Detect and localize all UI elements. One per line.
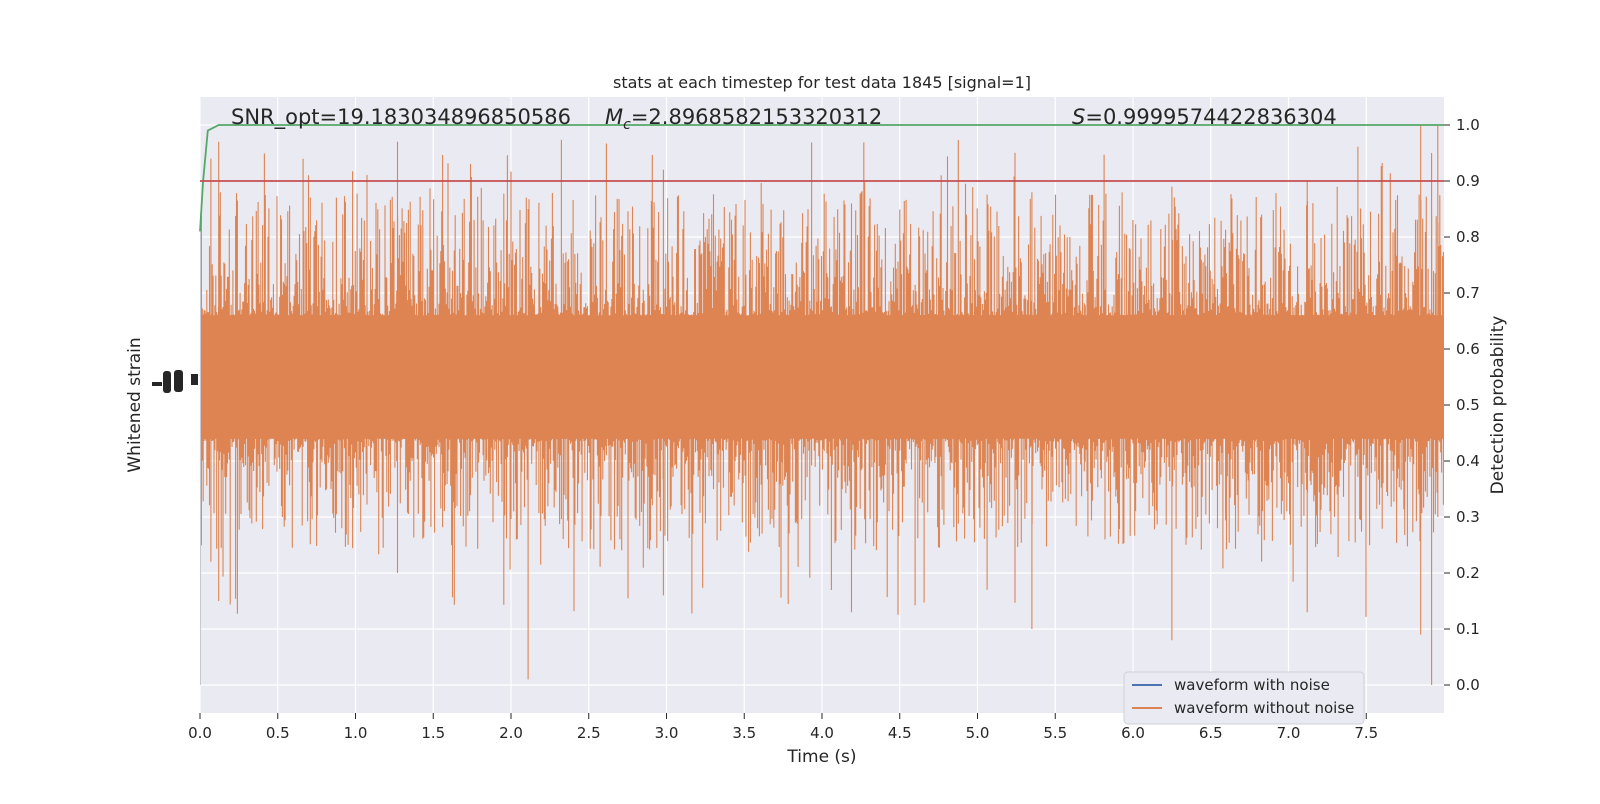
x-tick-label-2: 1.0 [344, 724, 368, 742]
x-tick-label-9: 4.5 [888, 724, 912, 742]
y-tick-label-10: 1.0 [1456, 116, 1480, 134]
x-tick-label-7: 3.5 [732, 724, 756, 742]
x-tick-label-1: 0.5 [266, 724, 290, 742]
y-tick-label-8: 0.8 [1456, 228, 1480, 246]
series-detection-probability [199, 124, 1444, 232]
y-tick-label-9: 0.9 [1456, 172, 1480, 190]
x-tick-label-14: 7.0 [1277, 724, 1301, 742]
x-tick-label-4: 2.0 [499, 724, 523, 742]
strain-trace [199, 125, 1444, 685]
y-tick-label-0: 0.0 [1456, 676, 1480, 694]
probability-lines [199, 124, 1444, 232]
legend-label-without-noise: waveform without noise [1174, 699, 1354, 717]
legend-label-with-noise: waveform with noise [1174, 676, 1330, 694]
x-tick-label-10: 5.0 [966, 724, 990, 742]
chart-title: stats at each timestep for test data 184… [613, 73, 1031, 92]
x-tick-label-8: 4.0 [810, 724, 834, 742]
y-axis-label-right: Detection probability [1488, 316, 1508, 495]
s-annotation: S=0.9999574422836304 [1072, 105, 1337, 129]
y-tick-label-7: 0.7 [1456, 284, 1480, 302]
y-tick-label-3: 0.3 [1456, 508, 1480, 526]
x-tick-label-12: 6.0 [1121, 724, 1145, 742]
x-tick-label-0: 0.0 [188, 724, 212, 742]
y-tick-label-2: 0.2 [1456, 564, 1480, 582]
x-tick-label-13: 6.5 [1199, 724, 1223, 742]
legend-box [1123, 671, 1365, 725]
y-tick-label-6: 0.6 [1456, 340, 1480, 358]
x-axis-label: Time (s) [786, 747, 856, 767]
x-tick-label-15: 7.5 [1354, 724, 1378, 742]
y-tick-label-5: 0.5 [1456, 396, 1480, 414]
x-tick-label-6: 3.0 [655, 724, 679, 742]
x-tick-label-3: 1.5 [421, 724, 445, 742]
y-axis-ticks-right: 0.0 0.1 0.2 0.3 0.4 0.5 0.6 0.7 0.8 0.9 1.0 [1444, 116, 1480, 694]
x-axis-ticks: 0.0 0.5 1.0 1.5 2.0 2.5 3.0 3.5 4.0 4.5 5.0 5.5 6.0 6… [188, 713, 1378, 742]
left-axis-overlapping-ticks [152, 370, 198, 393]
y-tick-label-1: 0.1 [1456, 620, 1480, 638]
mc-annotation: Mc=2.8968582153320312 [605, 105, 882, 133]
x-tick-label-5: 2.5 [577, 724, 601, 742]
legend: waveform with noise waveform without noi… [1123, 671, 1365, 725]
snr-annotation: SNR_opt=19.183034896850586 [231, 105, 571, 130]
y-tick-label-4: 0.4 [1456, 452, 1480, 470]
x-tick-label-11: 5.5 [1043, 724, 1067, 742]
y-axis-label-left: Whitened strain [125, 337, 145, 472]
